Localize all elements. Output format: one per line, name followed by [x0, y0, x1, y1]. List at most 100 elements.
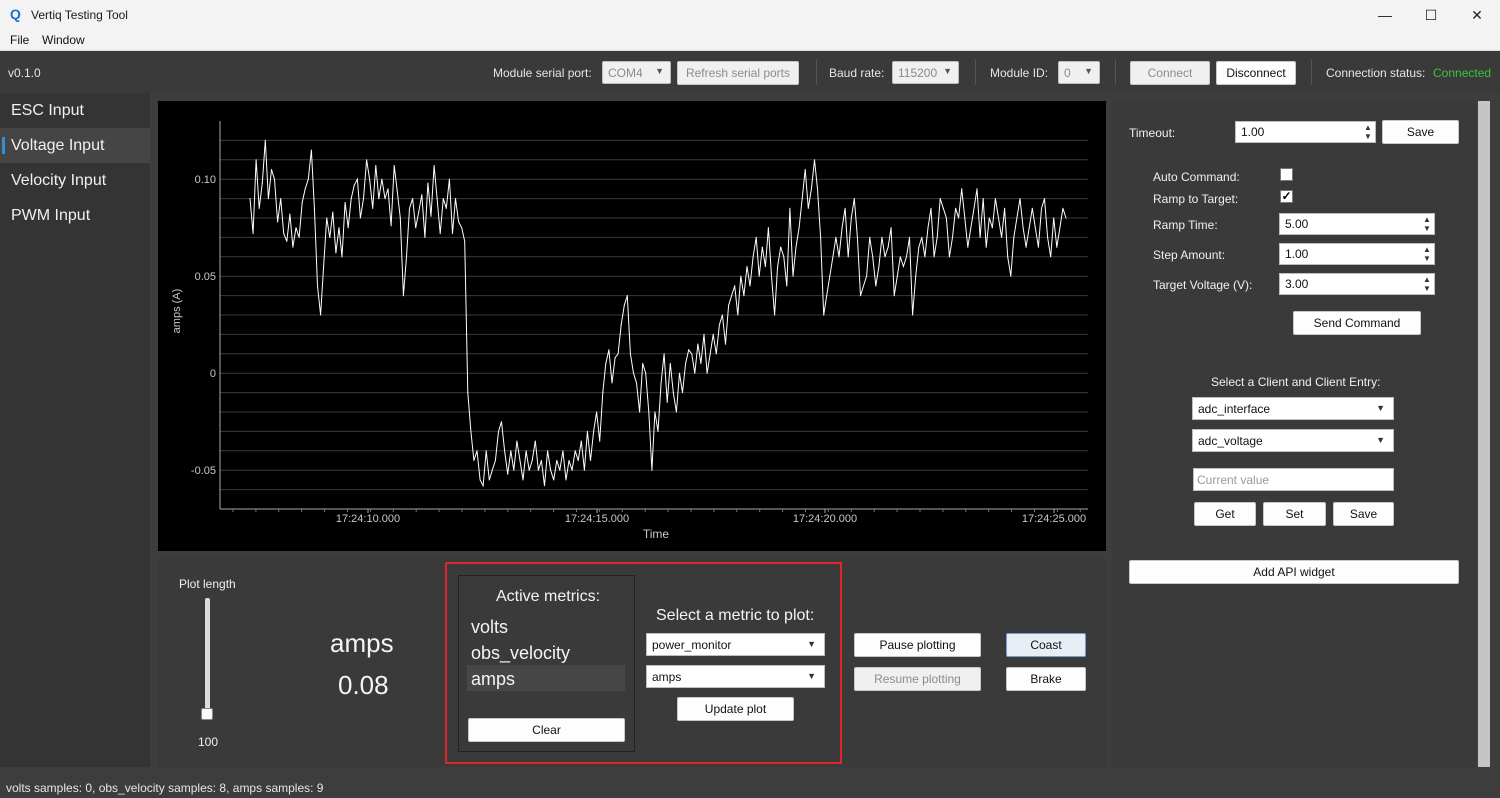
active-metric-item[interactable]: volts — [471, 617, 509, 637]
title-bar: Q Vertiq Testing Tool — ☐ ✕ — [0, 0, 1500, 30]
data-point — [783, 256, 785, 258]
data-point — [430, 215, 432, 217]
clear-metrics-button[interactable]: Clear — [468, 718, 625, 742]
data-point — [789, 207, 791, 209]
spin-down-icon[interactable]: ▼ — [1423, 224, 1431, 233]
data-point — [1047, 236, 1049, 238]
timeout-spinbox[interactable]: 1.00 ▲ ▼ — [1235, 121, 1376, 143]
data-point — [856, 236, 859, 238]
serial-port-select[interactable]: COM4 ▼ — [602, 61, 671, 84]
maximize-button[interactable]: ☐ — [1424, 7, 1438, 23]
data-point — [280, 198, 282, 200]
data-point — [933, 256, 935, 258]
data-point — [599, 440, 601, 442]
version-label: v0.1.0 — [8, 66, 41, 80]
data-point — [798, 227, 800, 229]
spin-down-icon[interactable]: ▼ — [1423, 284, 1431, 293]
data-point — [958, 217, 960, 219]
data-point — [685, 362, 687, 365]
add-api-widget-button[interactable]: Add API widget — [1129, 560, 1459, 584]
spin-up-icon[interactable]: ▲ — [1423, 215, 1431, 224]
spin-up-icon[interactable]: ▲ — [1364, 123, 1372, 132]
minimize-button[interactable]: — — [1378, 7, 1392, 23]
data-point — [313, 207, 315, 209]
data-point — [970, 227, 972, 229]
baud-rate-select[interactable]: 115200 ▼ — [892, 61, 959, 84]
data-point — [277, 221, 279, 223]
data-point — [286, 240, 288, 242]
plot-length-slider-handle[interactable] — [201, 708, 213, 720]
timeout-save-button[interactable]: Save — [1382, 120, 1459, 144]
active-metric-item[interactable]: obs_velocity — [471, 643, 571, 663]
close-button[interactable]: ✕ — [1471, 7, 1483, 23]
spin-down-icon[interactable]: ▼ — [1423, 254, 1431, 263]
data-point — [829, 275, 831, 277]
active-metric-item[interactable]: amps — [471, 669, 516, 689]
ramp-to-target-checkbox[interactable]: ✓ — [1280, 190, 1293, 203]
connect-button[interactable]: Connect — [1130, 61, 1210, 85]
data-point — [988, 217, 990, 219]
sidebar-item-voltage-input[interactable]: Voltage Input — [0, 128, 150, 163]
plot-length-value: 100 — [198, 735, 219, 749]
highlight-frame — [445, 562, 842, 764]
set-button[interactable]: Set — [1263, 502, 1326, 526]
chevron-down-icon: ▼ — [943, 66, 952, 76]
data-point — [850, 217, 852, 219]
data-point — [731, 295, 733, 297]
right-panel-scrollbar[interactable] — [1478, 101, 1490, 767]
data-point — [899, 256, 901, 258]
data-point — [663, 353, 665, 355]
resume-plotting-button[interactable]: Resume plotting — [854, 667, 981, 691]
data-point — [905, 256, 908, 258]
data-point — [550, 469, 552, 471]
brake-button[interactable]: Brake — [1006, 667, 1086, 691]
spin-down-icon[interactable]: ▼ — [1364, 132, 1372, 141]
refresh-serial-ports-button[interactable]: Refresh serial ports — [677, 61, 799, 85]
data-point — [522, 479, 524, 481]
data-point — [605, 362, 607, 365]
plot-length-slider[interactable] — [205, 598, 210, 720]
spin-up-icon[interactable]: ▲ — [1423, 245, 1431, 254]
data-point — [500, 421, 503, 423]
get-button[interactable]: Get — [1194, 502, 1256, 526]
client-select[interactable]: power_monitor ▼ — [646, 633, 825, 656]
sidebar-item-esc-input[interactable]: ESC Input — [0, 93, 150, 128]
x-tick-label: 17:24:20.000 — [793, 513, 857, 525]
data-point — [482, 485, 484, 487]
target-voltage-spinbox[interactable]: 3.00 ▲ ▼ — [1279, 273, 1435, 295]
spin-up-icon[interactable]: ▲ — [1423, 275, 1431, 284]
auto-command-checkbox[interactable] — [1280, 168, 1293, 181]
data-point — [792, 275, 794, 277]
chevron-down-icon: ▼ — [1084, 66, 1093, 76]
data-point — [258, 207, 260, 209]
api-entry-select[interactable]: adc_voltage ▼ — [1192, 429, 1394, 452]
menu-file[interactable]: File — [10, 33, 30, 47]
data-point — [623, 304, 625, 306]
api-client-select[interactable]: adc_interface ▼ — [1192, 397, 1394, 420]
coast-button[interactable]: Coast — [1006, 633, 1086, 657]
active-metric-item-selected[interactable] — [467, 665, 625, 691]
menu-window[interactable]: Window — [42, 33, 85, 47]
entry-select[interactable]: amps ▼ — [646, 665, 825, 688]
ramp-time-spinbox[interactable]: 5.00 ▲ ▼ — [1279, 213, 1435, 235]
api-entry-value: adc_voltage — [1198, 434, 1263, 448]
entry-save-button[interactable]: Save — [1333, 502, 1394, 526]
current-value-input[interactable]: Current value — [1193, 468, 1394, 491]
pause-plotting-button[interactable]: Pause plotting — [854, 633, 981, 657]
data-point — [497, 430, 500, 432]
data-point — [681, 392, 684, 394]
sidebar-item-pwm-input[interactable]: PWM Input — [0, 198, 150, 233]
disconnect-button[interactable]: Disconnect — [1216, 61, 1296, 85]
data-point — [976, 188, 978, 190]
data-point — [896, 275, 898, 277]
data-point — [547, 450, 549, 452]
send-command-button[interactable]: Send Command — [1293, 311, 1421, 335]
plot-area[interactable]: 0.10 0.05 0 -0.05 17:24:10.000 17:24:15.000 1… — [158, 101, 1106, 551]
data-point — [1016, 217, 1018, 219]
module-id-select[interactable]: 0 ▼ — [1058, 61, 1100, 84]
sidebar-item-velocity-input[interactable]: Velocity Input — [0, 163, 150, 198]
data-point — [657, 430, 659, 432]
step-amount-spinbox[interactable]: 1.00 ▲ ▼ — [1279, 243, 1435, 265]
update-plot-button[interactable]: Update plot — [677, 697, 794, 721]
y-tick-label: 0.05 — [195, 271, 216, 283]
